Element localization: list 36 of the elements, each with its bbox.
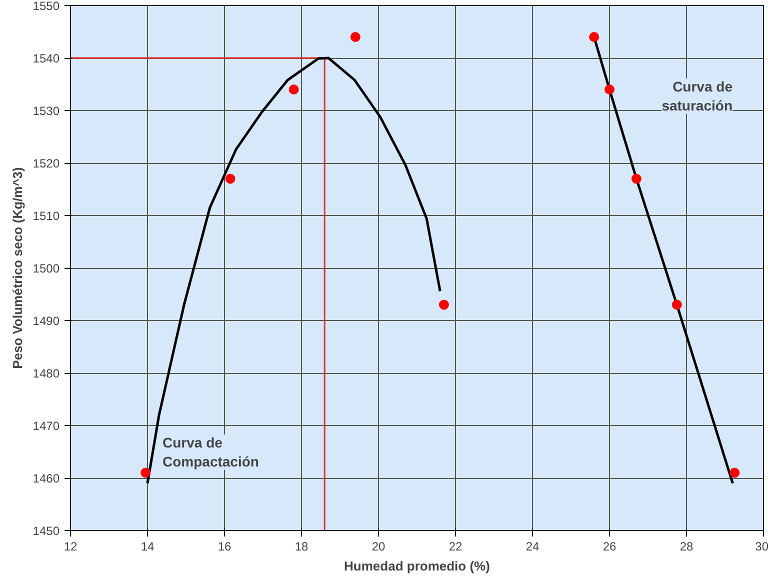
x-tick-label: 22 bbox=[448, 540, 462, 554]
y-tick-label: 1500 bbox=[32, 262, 60, 276]
y-tick-label: 1480 bbox=[32, 366, 60, 380]
point bbox=[288, 84, 299, 94]
line-series bbox=[146, 56, 442, 484]
point bbox=[604, 84, 614, 94]
point bbox=[589, 32, 600, 42]
y-tick-label: 1550 bbox=[32, 0, 60, 13]
x-tick-label: 26 bbox=[602, 540, 616, 554]
x-tick-label: 20 bbox=[372, 540, 386, 554]
x-tick-label: 14 bbox=[140, 540, 154, 554]
annotation: Curva de Compactación bbox=[162, 434, 259, 470]
x-tick-label: 30 bbox=[755, 540, 768, 554]
x-tick-label: 12 bbox=[64, 540, 78, 554]
y-tick-label: 1520 bbox=[32, 156, 60, 170]
x-tick-label: 16 bbox=[218, 540, 232, 554]
point bbox=[140, 468, 151, 478]
x-tick-label: 24 bbox=[526, 540, 540, 554]
y-tick-label: 1450 bbox=[32, 524, 60, 538]
x-tick-label: 28 bbox=[680, 540, 694, 554]
point bbox=[225, 174, 236, 184]
y-tick-label: 1530 bbox=[32, 104, 60, 118]
y-tick-label: 1540 bbox=[32, 52, 60, 66]
x-axis-title: Humedad promedio (%) bbox=[344, 558, 490, 574]
y-tick-label: 1510 bbox=[32, 209, 60, 223]
y-tick-label: 1460 bbox=[32, 472, 60, 486]
x-tick-label: 18 bbox=[294, 540, 308, 554]
point bbox=[672, 300, 682, 310]
annotation: Curva de saturación bbox=[662, 78, 733, 114]
y-tick-label: 1470 bbox=[32, 419, 60, 433]
y-tick-label: 1490 bbox=[32, 314, 60, 328]
y-axis-title: Peso Volumétrico seco (Kg/m^3) bbox=[10, 167, 25, 369]
point bbox=[631, 174, 642, 184]
point bbox=[438, 300, 449, 310]
point bbox=[350, 32, 360, 42]
point bbox=[730, 468, 740, 478]
